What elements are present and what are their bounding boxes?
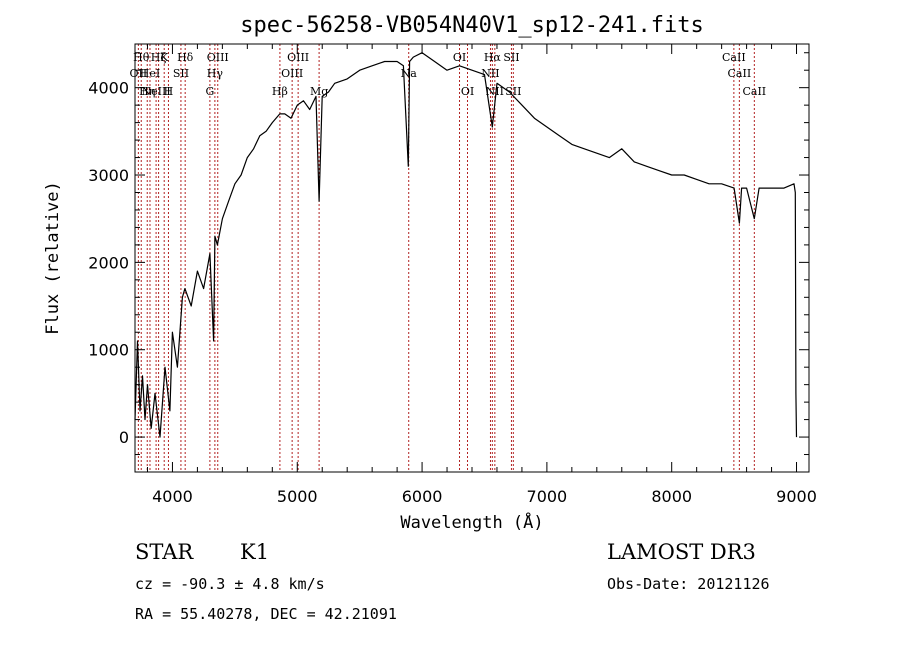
- x-tick-label: 8000: [651, 487, 692, 506]
- y-tick-label: 1000: [88, 341, 129, 360]
- emission-line-label: Hδ: [177, 51, 194, 64]
- emission-line-label: H: [164, 85, 174, 98]
- emission-line-markers: [137, 44, 755, 472]
- redshift-velocity: cz = -90.3 ± 4.8 km/s: [135, 575, 325, 593]
- emission-line-label: OI: [453, 51, 466, 64]
- x-tick-label: 5000: [277, 487, 318, 506]
- y-tick-label: 0: [119, 428, 129, 447]
- x-tick-label: 9000: [776, 487, 817, 506]
- emission-line-label: HeI: [140, 67, 160, 80]
- y-tick-label: 4000: [88, 79, 129, 98]
- y-tick-label: 2000: [88, 253, 129, 272]
- emission-line-label: SII: [503, 51, 519, 64]
- emission-line-label: K: [160, 51, 169, 64]
- object-subclass: K1: [240, 540, 269, 564]
- axis-ticks: [135, 44, 809, 473]
- emission-line-label: SII: [505, 85, 521, 98]
- emission-line-label: Hη: [139, 85, 155, 98]
- emission-line-label: NeIII: [142, 85, 171, 98]
- spectrum-series-line: [134, 52, 798, 438]
- emission-line-label: Hα: [484, 51, 502, 64]
- emission-line-label: NII: [486, 85, 504, 98]
- object-class: STAR: [135, 540, 194, 564]
- observation-date: Obs-Date: 20121126: [607, 575, 770, 593]
- survey-name: LAMOST DR3: [607, 540, 756, 564]
- emission-line-label: Hζ: [151, 51, 167, 64]
- emission-line-label: CaII: [722, 51, 746, 64]
- emission-line-label: SII: [173, 67, 189, 80]
- y-tick-labels: 0 1000 2000 3000 4000: [88, 79, 129, 447]
- emission-line-label: Hβ: [272, 85, 288, 98]
- emission-line-label: OII: [130, 67, 148, 80]
- emission-line-label: Hγ: [207, 67, 224, 80]
- emission-line-label: Mg: [310, 85, 328, 98]
- emission-line-label: OI: [461, 85, 474, 98]
- emission-line-label: OIII: [207, 51, 229, 64]
- emission-line-label: OIII: [287, 51, 309, 64]
- emission-line-labels: OII Hθ Hη HeI NeIII HζK H SII Hδ G Hγ OIII Hβ OIII OII…: [130, 51, 767, 98]
- y-tick-label: 3000: [88, 166, 129, 185]
- x-axis-label: Wavelength (Å): [400, 511, 543, 533]
- emission-line-label: CaII: [742, 85, 766, 98]
- plot-frame: [134, 43, 810, 473]
- emission-line-label: OIII: [281, 67, 303, 80]
- emission-line-label: G: [205, 85, 214, 98]
- emission-line-label: NII: [481, 67, 499, 80]
- x-tick-label: 6000: [402, 487, 443, 506]
- y-axis-label: Flux (relative): [43, 181, 63, 335]
- coordinates: RA = 55.40278, DEC = 42.21091: [135, 605, 397, 623]
- emission-line-label: CaII: [728, 67, 752, 80]
- x-tick-label: 7000: [527, 487, 568, 506]
- x-tick-labels: 4000 5000 6000 7000 8000 9000: [152, 487, 817, 506]
- emission-line-label: Hθ: [133, 51, 150, 64]
- chart-title: spec-56258-VB054N40V1_sp12-241.fits: [240, 13, 704, 38]
- x-tick-label: 4000: [152, 487, 193, 506]
